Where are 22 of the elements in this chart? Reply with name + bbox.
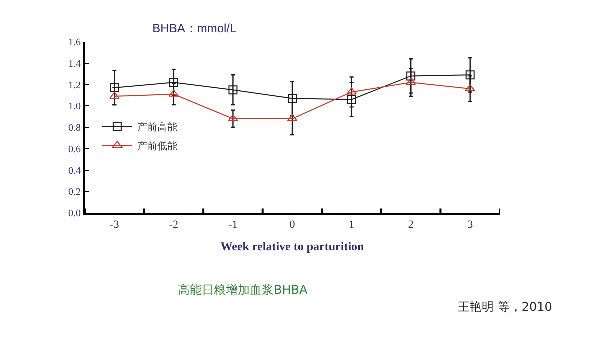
y-tick-label: 0.0 <box>68 208 81 220</box>
y-tick-label: 1.6 <box>68 38 81 48</box>
chart-title: BHBA：mmol/L <box>152 21 238 36</box>
x-tick-label: 3 <box>468 219 474 232</box>
x-tick-label: -2 <box>169 219 179 232</box>
y-tick-label: 0.6 <box>68 144 81 156</box>
x-axis-title: Week relative to parturition <box>220 240 365 254</box>
text: 高能日粮增加血浆BHBA <box>178 283 308 297</box>
y-tick-label: 0.4 <box>68 166 81 177</box>
x-tick-label: -1 <box>228 219 238 232</box>
text: 王艳明 等，2010 <box>458 300 552 314</box>
legend-label: 产前高能 <box>137 121 178 134</box>
x-tick-label: -3 <box>110 219 120 232</box>
x-tick-label: 1 <box>349 219 355 232</box>
x-tick-label: 0 <box>290 219 296 232</box>
y-tick-label: 1.2 <box>68 80 81 92</box>
x-tick-label: 2 <box>408 219 414 232</box>
legend-label: 产前低能 <box>137 140 178 152</box>
y-tick-label: 1.4 <box>68 58 81 70</box>
y-tick-label: 1.0 <box>68 102 81 113</box>
y-tick-label: 0.8 <box>68 123 81 134</box>
y-tick-label: 0.2 <box>68 187 81 198</box>
